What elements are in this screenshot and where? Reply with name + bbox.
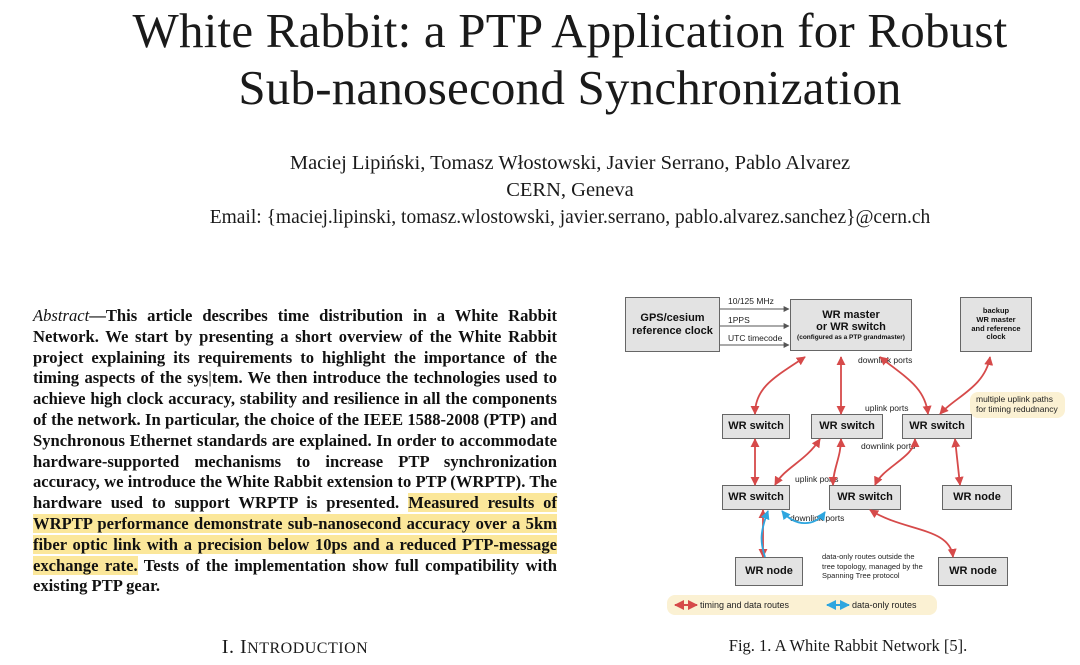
section-rest: NTRODUCTION: [247, 640, 369, 657]
affiliation: CERN, Geneva: [506, 179, 634, 201]
abstract-text-b: tem. We then introduce the technologies …: [33, 368, 558, 513]
wr-switch-label: WR switch: [909, 420, 965, 433]
authors: Maciej Lipiński, Tomasz Włostowski, Javi…: [289, 152, 851, 174]
section-number: I.: [221, 636, 235, 658]
wr-master-box: WR master or WR switch (configured as a …: [790, 299, 912, 351]
paper-title: White Rabbit: a PTP Application for Robu…: [0, 2, 1080, 116]
master-line-1: WR master: [822, 308, 880, 321]
wr-switch-box: WR switch: [722, 485, 790, 510]
wr-node-box: WR node: [942, 485, 1012, 510]
wr-switch-box: WR switch: [811, 414, 883, 439]
author-block: Maciej Lipiński, Tomasz Włostowski, Javi…: [0, 150, 1080, 231]
data-only-note: data-only routes outside the tree topolo…: [822, 552, 923, 580]
wr-switch-box: WR switch: [829, 485, 901, 510]
abstract-text-a: This article describes time distribution…: [33, 306, 557, 388]
section-heading: I. INTRODUCTION: [0, 636, 590, 659]
label-utc: UTC timecode: [728, 333, 783, 343]
backup-line-1: backup: [982, 306, 1010, 316]
legend-timing-label: timing and data routes: [700, 600, 790, 610]
text-cursor: |: [208, 368, 212, 388]
wr-node-box: WR node: [735, 557, 803, 586]
wr-node-label: WR node: [949, 565, 997, 578]
gps-line-1: GPS/cesium: [640, 311, 705, 324]
title-line-2: Sub-nanosecond Synchronization: [238, 60, 902, 115]
figure-connectors: [674, 306, 994, 610]
legend-data-label: data-only routes: [852, 600, 917, 610]
wr-node-box: WR node: [938, 557, 1008, 586]
title-line-1: White Rabbit: a PTP Application for Robu…: [132, 3, 1008, 58]
master-line-3: (configured as a PTP grandmaster): [797, 333, 905, 341]
wr-switch-label: WR switch: [819, 420, 875, 433]
wr-switch-box: WR switch: [902, 414, 972, 439]
data-only-routes: [760, 510, 826, 558]
backup-master-box: backup WR master and reference clock: [960, 297, 1032, 352]
label-10mhz: 10/125 MHz: [728, 296, 774, 306]
master-line-2: or WR switch: [816, 321, 886, 334]
email: Email: {maciej.lipinski, tomasz.wlostows…: [209, 207, 931, 228]
backup-line-2: WR master: [976, 314, 1016, 324]
gps-reference-box: GPS/cesium reference clock: [625, 297, 720, 352]
network-figure: GPS/cesium reference clock 10/125 MHz 1P…: [615, 287, 1080, 622]
label-1pps: 1PPS: [728, 315, 750, 325]
timing-routes: [750, 356, 994, 558]
wr-node-label: WR node: [745, 565, 793, 578]
abstract: Abstract—This article describes time dis…: [33, 306, 557, 597]
wr-switch-box: WR switch: [722, 414, 790, 439]
section-first-letter: I: [239, 636, 248, 658]
figure-legend: timing and data routes data-only routes: [667, 595, 937, 615]
wr-switch-label: WR switch: [837, 491, 893, 504]
figure-caption: Fig. 1. A White Rabbit Network [5].: [728, 636, 968, 655]
abstract-label: Abstract: [33, 306, 90, 325]
gps-line-2: reference clock: [632, 324, 713, 337]
backup-line-3: and reference clock: [971, 323, 1021, 342]
abstract-text-c: Tests of the implementation show full co…: [33, 555, 557, 596]
abstract-dash: —: [89, 306, 106, 325]
wr-switch-label: WR switch: [728, 420, 784, 433]
wr-node-label: WR node: [953, 491, 1001, 504]
wr-switch-label: WR switch: [728, 491, 784, 504]
